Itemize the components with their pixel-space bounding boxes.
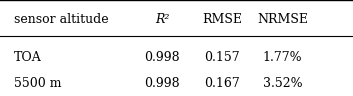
Text: R²: R²	[155, 13, 169, 26]
Text: sensor altitude: sensor altitude	[14, 13, 109, 26]
Text: TOA: TOA	[14, 51, 42, 64]
Text: 0.998: 0.998	[145, 77, 180, 90]
Text: 0.167: 0.167	[204, 77, 240, 90]
Text: 3.52%: 3.52%	[263, 77, 302, 90]
Text: 0.157: 0.157	[205, 51, 240, 64]
Text: 5500 m: 5500 m	[14, 77, 62, 90]
Text: NRMSE: NRMSE	[257, 13, 308, 26]
Text: RMSE: RMSE	[202, 13, 243, 26]
Text: 0.998: 0.998	[145, 51, 180, 64]
Text: 1.77%: 1.77%	[263, 51, 302, 64]
